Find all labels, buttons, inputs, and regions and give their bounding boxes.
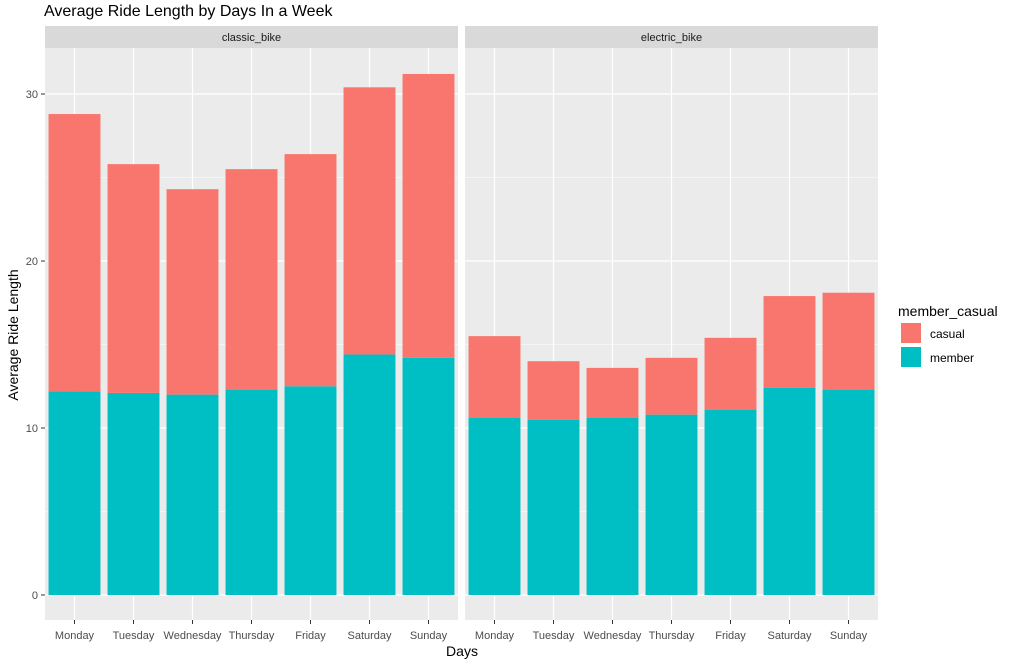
legend-swatch-member — [901, 347, 921, 367]
legend-label-casual: casual — [930, 327, 965, 341]
x-tick-label: Thursday — [649, 630, 695, 642]
bar-casual-wednesday — [166, 189, 219, 395]
bar-member-friday — [704, 409, 757, 595]
bar-member-tuesday — [107, 392, 160, 595]
facet-strip — [465, 26, 878, 48]
bar-casual-friday — [284, 154, 337, 387]
x-tick-label: Saturday — [347, 630, 392, 642]
y-tick-label: 10 — [26, 423, 38, 435]
y-axis-label: Average Ride Length — [5, 269, 21, 400]
facet-panel-classic_bike: classic_bike Monday Tuesday Wednesday Thursd… — [45, 26, 458, 642]
chart-title: Average Ride Length by Days In a Week — [44, 3, 333, 20]
facet-strip-label: classic_bike — [222, 32, 281, 44]
x-axis-label: Days — [446, 643, 478, 659]
bar-member-monday — [48, 391, 101, 595]
bar-member-wednesday — [586, 417, 639, 595]
x-tick-label: Monday — [55, 630, 95, 642]
x-tick-label: Sunday — [410, 630, 448, 642]
legend-label-member: member — [930, 351, 974, 365]
bar-member-saturday — [763, 387, 816, 595]
y-tick-label: 0 — [32, 590, 38, 602]
x-tick-label: Sunday — [830, 630, 868, 642]
bar-member-thursday — [225, 389, 278, 595]
y-tick-label: 30 — [26, 89, 38, 101]
bar-casual-monday — [48, 114, 101, 392]
bar-member-sunday — [822, 389, 875, 595]
bar-casual-thursday — [645, 357, 698, 415]
bar-member-monday — [468, 417, 521, 595]
bar-member-thursday — [645, 414, 698, 595]
x-tick-label: Saturday — [767, 630, 812, 642]
bar-casual-friday — [704, 337, 757, 410]
bar-member-sunday — [402, 357, 455, 595]
facet-panel-electric_bike: electric_bike Monday Tuesday Wednesday Thurs… — [465, 26, 878, 642]
bar-casual-wednesday — [586, 367, 639, 418]
x-tick-label: Thursday — [229, 630, 275, 642]
x-tick-label: Wednesday — [164, 630, 222, 642]
facet-strip — [45, 26, 458, 48]
legend-swatch-casual — [901, 323, 921, 343]
bar-member-wednesday — [166, 394, 219, 595]
bar-member-friday — [284, 386, 337, 595]
bar-casual-thursday — [225, 169, 278, 390]
bar-casual-saturday — [343, 87, 396, 355]
bar-casual-saturday — [763, 296, 816, 388]
legend: member_casual casual member — [898, 303, 998, 367]
bar-casual-sunday — [402, 73, 455, 358]
bar-member-tuesday — [527, 419, 580, 595]
bar-member-saturday — [343, 354, 396, 595]
bar-casual-monday — [468, 336, 521, 418]
bar-casual-tuesday — [107, 164, 160, 393]
x-tick-label: Tuesday — [533, 630, 575, 642]
x-tick-label: Wednesday — [584, 630, 642, 642]
bar-casual-sunday — [822, 292, 875, 390]
y-tick-label: 20 — [26, 256, 38, 268]
bar-casual-tuesday — [527, 361, 580, 420]
facet-panels: classic_bike Monday Tuesday Wednesday Thursd… — [26, 26, 878, 642]
x-tick-label: Friday — [715, 630, 746, 642]
legend-title: member_casual — [898, 303, 998, 319]
x-tick-label: Tuesday — [113, 630, 155, 642]
facet-strip-label: electric_bike — [641, 32, 702, 44]
x-tick-label: Friday — [295, 630, 326, 642]
x-tick-label: Monday — [475, 630, 515, 642]
